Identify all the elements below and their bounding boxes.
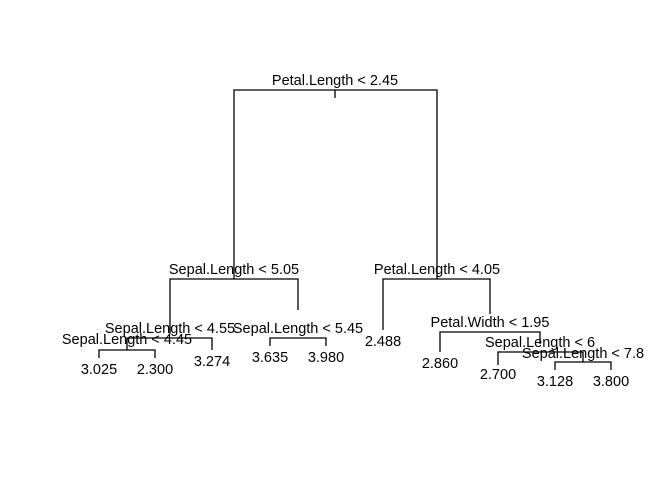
leaf-label-2: 2.300 bbox=[137, 362, 173, 378]
leaf-label-10: 3.800 bbox=[593, 374, 629, 390]
split-label-root: Petal.Length < 2.45 bbox=[272, 73, 398, 89]
edge-left-right bbox=[269, 337, 327, 346]
leaf-label-3: 3.274 bbox=[194, 354, 230, 370]
split-label-left-right: Sepal.Length < 5.45 bbox=[233, 321, 363, 337]
tree-edges bbox=[98, 89, 612, 370]
edge-right bbox=[382, 278, 491, 330]
leaf-label-6: 2.488 bbox=[365, 334, 401, 350]
split-label-right-right-right: Sepal.Length < 6 bbox=[485, 335, 595, 351]
leaf-label-5: 3.980 bbox=[308, 350, 344, 366]
leaf-label-1: 3.025 bbox=[81, 362, 117, 378]
edge-right-right bbox=[439, 331, 541, 352]
edge-root bbox=[233, 89, 438, 279]
edge-left bbox=[169, 278, 299, 334]
edge-left-left bbox=[126, 337, 213, 350]
split-label-right-right-right-right: Sepal.Length < 7.8 bbox=[522, 346, 644, 362]
split-label-left-left-left: Sepal.Length < 4.45 bbox=[62, 332, 192, 348]
edge-right-right-right bbox=[497, 351, 584, 365]
edge-right-right-right-right bbox=[554, 361, 612, 370]
leaf-label-7: 2.860 bbox=[422, 356, 458, 372]
leaf-labels: 3.025 2.300 3.274 3.635 3.980 2.488 2.86… bbox=[81, 334, 629, 390]
leaf-label-4: 3.635 bbox=[252, 350, 288, 366]
split-label-left: Sepal.Length < 5.05 bbox=[169, 262, 299, 278]
split-label-left-left: Sepal.Length < 4.55 bbox=[105, 321, 235, 337]
split-label-right: Petal.Length < 4.05 bbox=[374, 262, 500, 278]
leaf-label-9: 3.128 bbox=[537, 374, 573, 390]
split-label-right-right: Petal.Width < 1.95 bbox=[431, 315, 550, 331]
edge-left-left-left bbox=[98, 349, 156, 358]
leaf-label-8: 2.700 bbox=[480, 367, 516, 383]
split-labels: Petal.Length < 2.45 Sepal.Length < 5.05 … bbox=[62, 73, 644, 362]
